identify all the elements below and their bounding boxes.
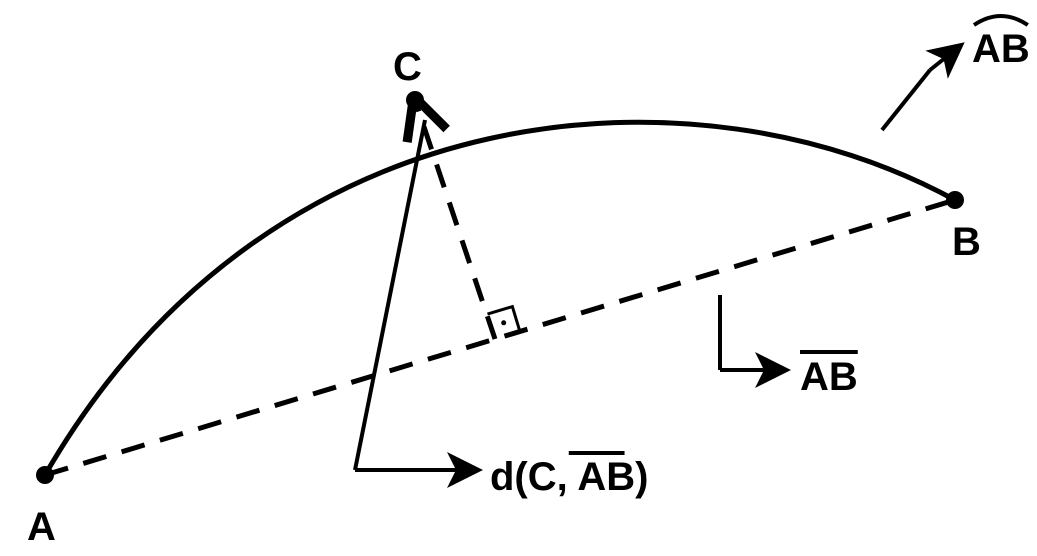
point-a (36, 466, 54, 484)
point-b (946, 191, 964, 209)
label-arc-ab: AB (972, 27, 1030, 71)
label-c: C (393, 45, 422, 89)
leader-arc-ab-seg1 (882, 70, 930, 130)
point-c (406, 91, 424, 109)
arc-symbol-over-ab (974, 16, 1028, 25)
segment-ab (45, 200, 955, 475)
leader-arc-ab-seg2 (930, 46, 960, 70)
right-angle-dot (501, 320, 506, 325)
leader-distance-seg1 (355, 120, 425, 470)
perpendicular-c-to-ab (415, 100, 495, 339)
label-seg-ab: AB (800, 355, 858, 399)
label-distance: d(C, AB) (490, 455, 649, 499)
arc-ab (45, 122, 955, 475)
label-b: B (952, 220, 981, 264)
label-a: A (27, 505, 56, 549)
diagram-canvas: ABCABABd(C, AB) (0, 0, 1037, 556)
